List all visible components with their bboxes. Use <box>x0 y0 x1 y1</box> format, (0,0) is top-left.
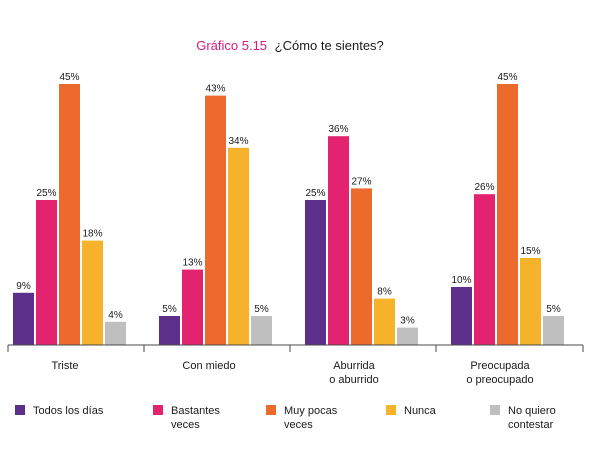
chart-title: Gráfico 5.15 ¿Cómo te sientes? <box>196 38 384 53</box>
value-label-s4-c1: 5% <box>254 304 269 315</box>
value-label-s3-c3: 15% <box>520 246 540 257</box>
bar-s1-c1 <box>182 269 203 345</box>
bar-s0-c1 <box>159 316 180 345</box>
value-label-s1-c2: 36% <box>328 124 348 135</box>
category-label-1: Con miedo <box>182 360 235 372</box>
value-label-s1-c3: 26% <box>474 182 494 193</box>
chart-title-prefix: Gráfico 5.15 <box>196 38 267 53</box>
bar-s3-c0 <box>82 240 103 345</box>
value-label-s4-c2: 3% <box>400 316 415 327</box>
value-label-s3-c2: 8% <box>377 287 392 298</box>
legend-label-3: Nunca <box>404 405 437 417</box>
legend-label-0: Todos los días <box>33 405 104 417</box>
category-label-0: Triste <box>51 360 78 372</box>
legend-swatch-4 <box>490 405 500 415</box>
legend-label-2: Muy pocas veces <box>284 405 338 431</box>
value-label-s2-c0: 45% <box>59 72 79 83</box>
value-label-s0-c1: 5% <box>162 304 177 315</box>
value-label-s3-c1: 34% <box>228 136 248 147</box>
legend-swatch-1 <box>153 405 163 415</box>
value-label-s2-c1: 43% <box>205 84 225 95</box>
bar-s1-c0 <box>36 200 57 345</box>
legend-label-1: Bastantes veces <box>171 405 220 431</box>
bar-s3-c2 <box>374 298 395 345</box>
bar-s1-c2 <box>328 136 349 345</box>
value-label-s1-c0: 25% <box>36 188 56 199</box>
value-label-s0-c0: 9% <box>16 281 31 292</box>
bar-s2-c1 <box>205 95 226 345</box>
bar-s2-c3 <box>497 84 518 345</box>
category-labels: Triste Con miedo Aburrida o aburrido Preocup… <box>51 360 533 386</box>
value-label-s4-c3: 5% <box>546 304 561 315</box>
category-label-3: Preocupada o preocupado <box>466 360 533 386</box>
value-label-s2-c3: 45% <box>497 72 517 83</box>
legend: Todos los días Bastantes veces Muy pocas vec… <box>15 405 556 431</box>
value-label-s2-c2: 27% <box>351 176 371 187</box>
value-label-s1-c1: 13% <box>182 258 202 269</box>
bar-s0-c2 <box>305 200 326 345</box>
legend-swatch-2 <box>266 405 276 415</box>
legend-label-4: No quiero contestar <box>508 405 556 431</box>
bar-s1-c3 <box>474 194 495 345</box>
value-label-s4-c0: 4% <box>108 310 123 321</box>
bar-s2-c0 <box>59 84 80 345</box>
bar-s0-c0 <box>13 292 34 345</box>
category-label-2: Aburrida o aburrido <box>329 360 379 386</box>
bars-group <box>13 84 564 345</box>
value-label-s0-c3: 10% <box>451 275 471 286</box>
value-label-s3-c0: 18% <box>82 229 102 240</box>
bar-s4-c2 <box>397 327 418 345</box>
bar-s4-c1 <box>251 316 272 345</box>
bar-s4-c3 <box>543 316 564 345</box>
bar-s3-c1 <box>228 147 249 345</box>
value-labels-group: 9% 5% 25% 10% 25% 13% 36% 26% 45% 43% 27% 45% 18% 34%… <box>16 72 561 327</box>
bar-s0-c3 <box>451 287 472 345</box>
legend-swatch-3 <box>386 405 396 415</box>
chart-title-main: ¿Cómo te sientes? <box>275 38 384 53</box>
value-label-s0-c2: 25% <box>305 188 325 199</box>
legend-swatch-0 <box>15 405 25 415</box>
bar-s3-c3 <box>520 258 541 345</box>
x-axis <box>7 344 584 352</box>
bar-s4-c0 <box>105 321 126 345</box>
bar-s2-c2 <box>351 188 372 345</box>
